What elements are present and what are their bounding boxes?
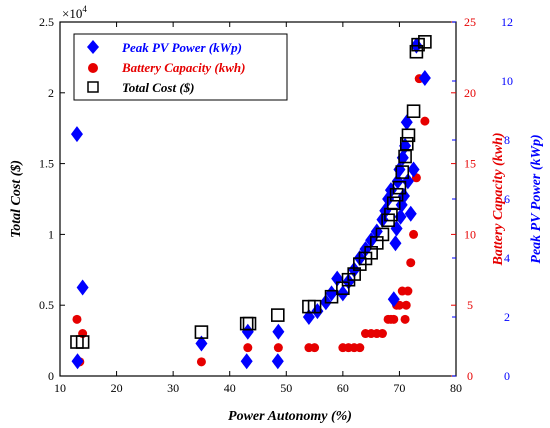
total-cost-point (307, 299, 322, 314)
battery-capacity-point (406, 258, 416, 268)
pv-power-point (76, 279, 89, 296)
total-cost-point (399, 136, 414, 151)
y-left-tick-label: 2.5 (39, 15, 54, 29)
total-cost-point (389, 187, 404, 202)
y-left-axis-title: Total Cost ($) (9, 160, 24, 238)
y-left-tick-label: 1 (48, 227, 54, 241)
pv-power-point (70, 126, 83, 143)
y-right-inner-tick-label: 0 (467, 369, 473, 383)
pv-power-point (404, 205, 417, 222)
total-cost-series (70, 35, 432, 349)
y-left-axis-ticks: 0 0.5 1 1.5 2 2.5 (39, 15, 65, 383)
battery-capacity-point (400, 314, 410, 324)
total-cost-point (194, 325, 209, 339)
legend-circle-marker (88, 63, 98, 73)
x-tick-label: 80 (450, 381, 462, 395)
y-right-outer-tick-label: 6 (504, 192, 510, 206)
total-cost-point (324, 289, 339, 304)
x-tick-label: 70 (393, 381, 405, 395)
y-right-outer-tick-label: 4 (504, 251, 510, 265)
battery-capacity-point (72, 314, 82, 324)
total-cost-point (406, 104, 421, 119)
y-right-inner-tick-label: 15 (464, 157, 476, 171)
total-cost-point (409, 44, 424, 59)
y-right-outer-tick-label: 2 (504, 310, 510, 324)
total-cost-point (75, 335, 90, 349)
y-right-outer-tick-label: 8 (504, 133, 510, 147)
pv-power-point (336, 285, 349, 302)
battery-capacity-series (72, 74, 430, 367)
total-cost-point (401, 128, 416, 143)
battery-capacity-point (310, 343, 320, 353)
battery-capacity-point (243, 343, 253, 353)
total-cost-point (392, 180, 407, 195)
y-right-inner-tick-label: 20 (464, 86, 476, 100)
pv-power-point (195, 335, 208, 352)
legend-diamond-marker (87, 40, 99, 54)
y-right-outer-axis-title: Peak PV Power (kWp) (529, 134, 544, 263)
battery-capacity-point (394, 300, 404, 310)
legend-box (73, 33, 288, 101)
x-tick-label: 20 (111, 381, 123, 395)
y-right-inner-tick-label: 5 (467, 298, 473, 312)
pv-power-point (241, 323, 254, 340)
pv-power-point (389, 235, 402, 252)
y-right-outer-axis-ticks: 0 2 4 6 8 10 12 (452, 15, 513, 383)
total-cost-point (386, 196, 401, 211)
total-cost-point (242, 316, 257, 331)
battery-capacity-point (403, 286, 413, 296)
x-tick-label: 40 (224, 381, 236, 395)
x-tick-label: 50 (280, 381, 292, 395)
y-left-tick-label: 0.5 (39, 298, 54, 312)
legend: Peak PV Power (kWp) Battery Capacity (kw… (73, 33, 288, 101)
pv-power-point (418, 70, 431, 87)
total-cost-point (418, 35, 432, 49)
x-axis-title: Power Autonomy (%) (228, 409, 352, 424)
battery-capacity-point (355, 343, 365, 353)
pv-power-point (407, 161, 420, 178)
battery-capacity-point (377, 329, 387, 339)
pv-power-point (240, 353, 253, 370)
y-right-inner-tick-label: 25 (464, 15, 476, 29)
battery-capacity-point (409, 229, 419, 239)
total-cost-point (270, 308, 285, 322)
legend-pv-label: Peak PV Power (kWp) (122, 40, 242, 55)
battery-capacity-point (420, 116, 430, 126)
y-right-outer-tick-label: 12 (501, 15, 513, 29)
legend-cost-label: Total Cost ($) (122, 80, 194, 95)
battery-capacity-point (196, 357, 206, 367)
y-right-outer-tick-label: 0 (504, 369, 510, 383)
total-cost-point (375, 227, 390, 242)
battery-capacity-point (401, 300, 411, 310)
x-tick-label: 60 (337, 381, 349, 395)
x-axis-ticks: 10 20 30 40 50 60 70 80 (54, 22, 462, 395)
y-left-tick-label: 0 (48, 369, 54, 383)
y-left-tick-label: 1.5 (39, 157, 54, 171)
x-tick-label: 30 (167, 381, 179, 395)
pv-power-point (272, 323, 285, 340)
pv-power-point (400, 114, 413, 131)
y-left-multiplier: ×104 (62, 4, 87, 21)
pv-power-point (271, 353, 284, 370)
pv-power-point (387, 291, 400, 308)
battery-capacity-point (389, 314, 399, 324)
pv-power-point (71, 353, 84, 370)
y-right-inner-tick-label: 10 (464, 227, 476, 241)
x-tick-label: 10 (54, 381, 66, 395)
y-left-tick-label: 2 (48, 86, 54, 100)
y-right-outer-tick-label: 10 (501, 74, 513, 88)
y-right-inner-axis-ticks: 0 5 10 15 20 25 (451, 15, 476, 383)
legend-square-marker (87, 81, 99, 93)
y-right-inner-axis-title: Battery Capacity (kwh) (491, 133, 506, 267)
total-cost-point (395, 165, 410, 179)
pv-power-point (325, 285, 338, 302)
battery-capacity-point (273, 343, 283, 353)
legend-battery-label: Battery Capacity (kwh) (121, 60, 246, 75)
